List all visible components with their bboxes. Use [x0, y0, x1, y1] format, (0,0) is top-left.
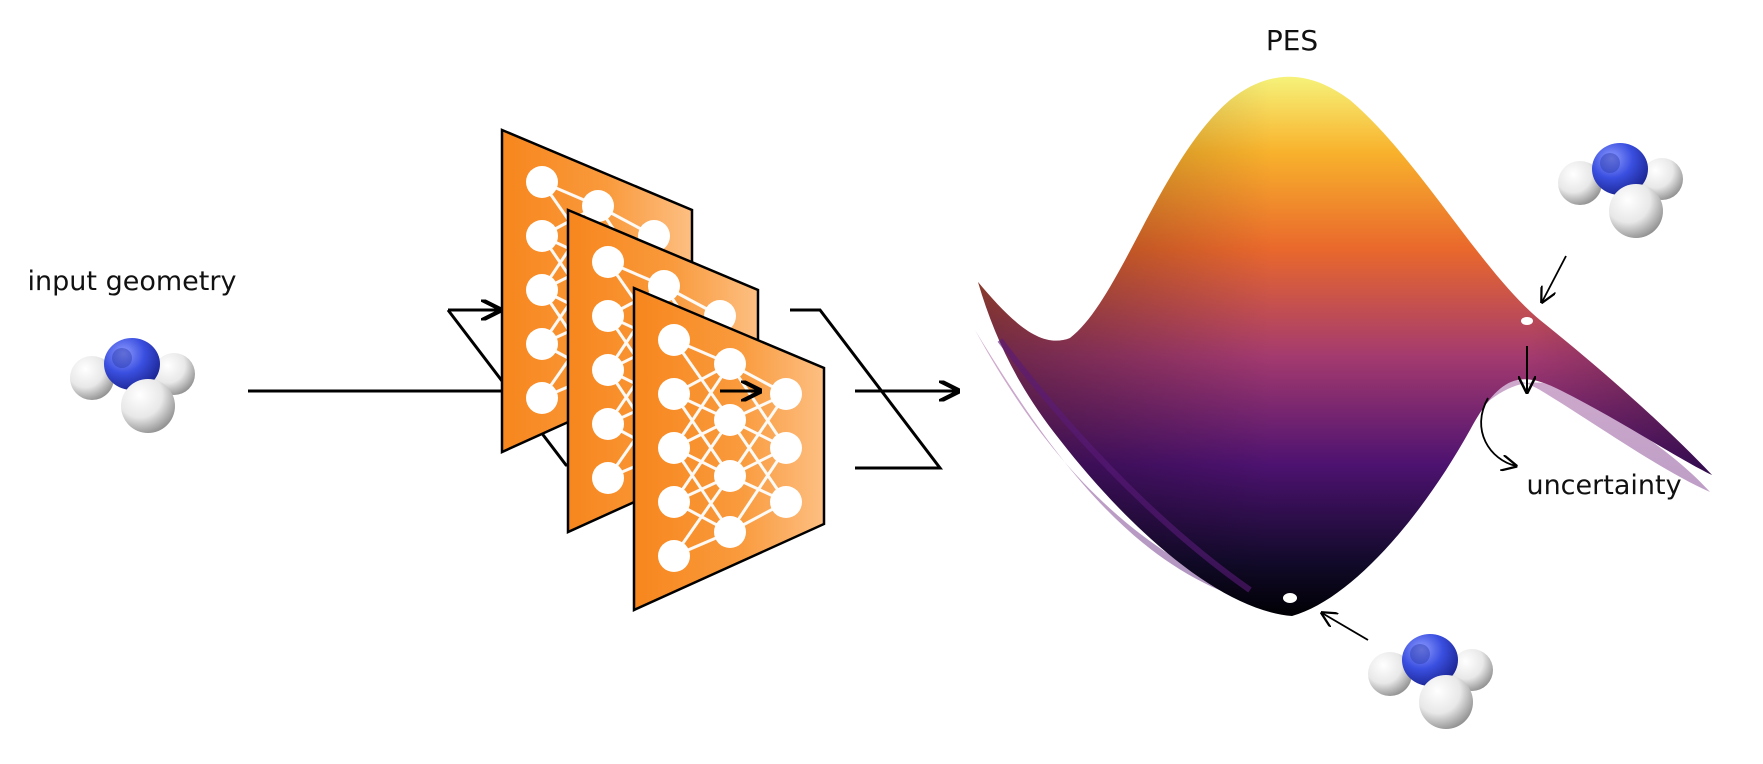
- uncertainty-label: uncertainty: [1526, 470, 1681, 501]
- minimum-point: [1283, 593, 1297, 603]
- minimum-molecule-icon: [1368, 634, 1493, 729]
- input-molecule-icon: [70, 338, 195, 433]
- network-panel-front: [632, 286, 826, 612]
- neural-network-icon: [500, 128, 826, 612]
- input-geometry-label: input geometry: [28, 266, 237, 297]
- uncertainty-curve-arrow: [1480, 397, 1516, 466]
- saddle-molecule-icon: [1558, 143, 1683, 238]
- minimum-arrow: [1322, 613, 1369, 641]
- pes-label: PES: [1266, 24, 1318, 57]
- saddle-point-lower: [1522, 394, 1532, 402]
- saddle-point: [1521, 317, 1533, 325]
- pes-surface-shade: [978, 76, 1712, 616]
- surface-ridge: [997, 338, 1252, 593]
- saddle-arrow: [1542, 255, 1567, 302]
